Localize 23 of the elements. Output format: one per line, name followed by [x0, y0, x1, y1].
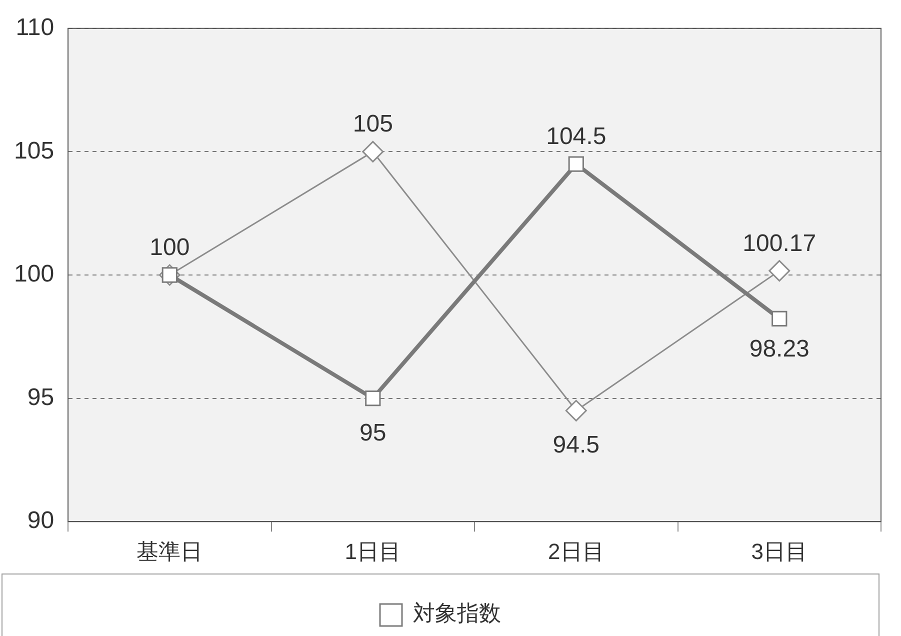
point [365, 390, 381, 406]
x-tick-label: 2日目 [548, 538, 604, 564]
point [772, 310, 788, 326]
point [568, 156, 584, 172]
x-tick-label: 3日目 [751, 538, 808, 564]
point [565, 400, 587, 422]
data-label: 98.23 [749, 336, 810, 363]
x-tick-label: 基準日 [136, 538, 203, 564]
y-tick-label: 105 [14, 137, 54, 164]
data-label: 105 [352, 110, 393, 138]
point [362, 140, 384, 162]
data-label: 100.17 [742, 230, 816, 257]
data-label: 94.5 [552, 432, 600, 459]
point [768, 260, 790, 282]
legend-label: 対象指数 [413, 602, 501, 627]
data-label: 104.5 [546, 123, 606, 150]
y-tick-label: 90 [27, 507, 54, 534]
x-tick-label: 1日目 [344, 538, 402, 564]
y-tick-label: 95 [27, 384, 54, 411]
y-tick-label: 100 [14, 260, 54, 288]
data-label: 95 [360, 419, 386, 446]
data-label: 100 [150, 234, 190, 261]
y-tick-label: 110 [16, 14, 54, 42]
